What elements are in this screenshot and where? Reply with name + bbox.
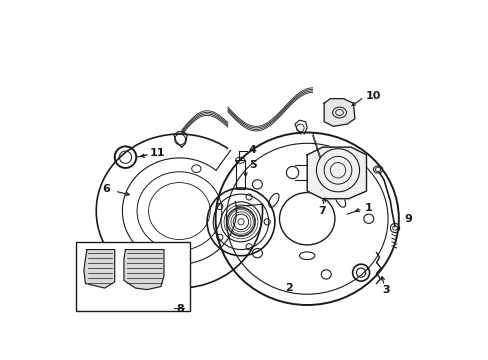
Text: 7: 7 (317, 206, 325, 216)
Text: 11: 11 (150, 148, 165, 158)
Text: 9: 9 (404, 214, 411, 224)
Text: 6: 6 (102, 184, 110, 194)
Polygon shape (123, 249, 163, 289)
Text: 5: 5 (248, 160, 256, 170)
Text: 3: 3 (381, 285, 389, 294)
Bar (76, 242, 190, 311)
Circle shape (316, 149, 359, 192)
Text: 2: 2 (285, 283, 293, 293)
Bar (235, 160, 244, 189)
Polygon shape (84, 249, 115, 288)
Text: 8: 8 (176, 304, 183, 314)
Text: 1: 1 (364, 203, 371, 213)
Text: 10: 10 (365, 91, 380, 100)
Text: 4: 4 (248, 145, 256, 155)
Polygon shape (324, 99, 354, 126)
Polygon shape (306, 147, 366, 199)
